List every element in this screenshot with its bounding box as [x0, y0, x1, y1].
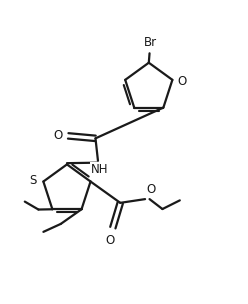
- Text: Br: Br: [144, 36, 156, 49]
- Text: O: O: [54, 130, 63, 142]
- Text: NH: NH: [91, 163, 108, 176]
- Text: O: O: [178, 74, 187, 88]
- Text: S: S: [29, 174, 36, 187]
- Text: O: O: [106, 234, 115, 247]
- Text: O: O: [146, 183, 155, 196]
